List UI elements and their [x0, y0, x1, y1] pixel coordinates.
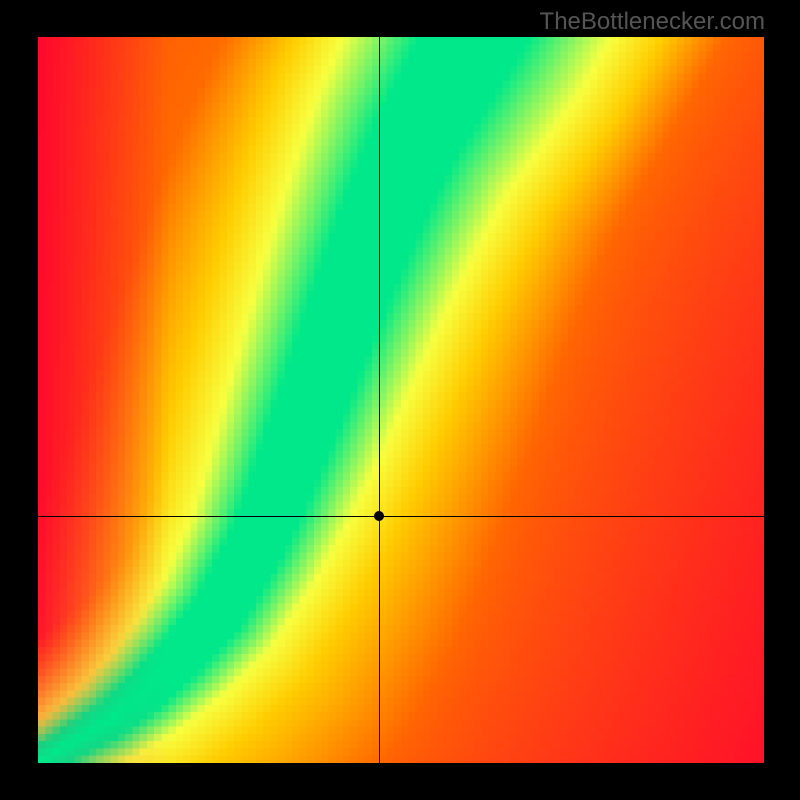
- crosshair-horizontal: [38, 516, 764, 517]
- crosshair-vertical: [379, 37, 380, 763]
- watermark-text: TheBottlenecker.com: [540, 8, 765, 36]
- chart-container: TheBottlenecker.com: [0, 0, 800, 800]
- bottleneck-heatmap: [38, 37, 764, 763]
